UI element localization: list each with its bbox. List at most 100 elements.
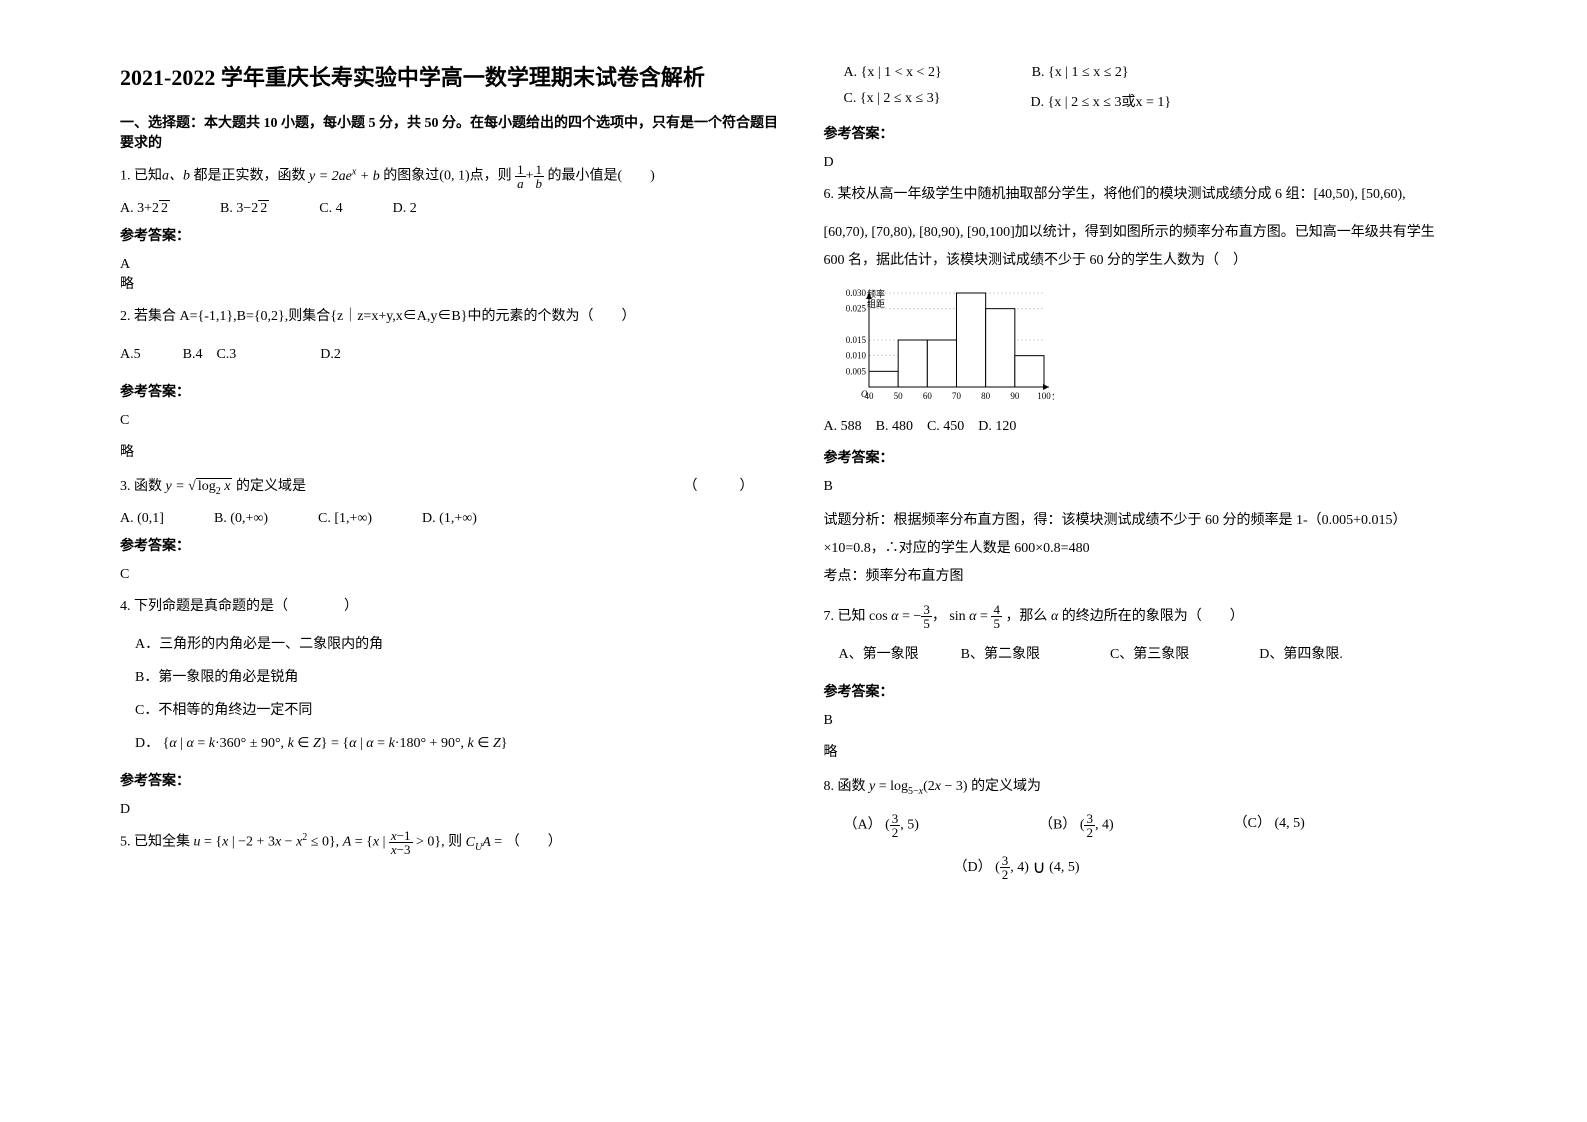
q5-optB: {x | 1 ≤ x ≤ 2} xyxy=(1048,65,1129,80)
q3-optB-label: B. xyxy=(214,511,227,526)
svg-text:40: 40 xyxy=(864,391,874,401)
q3-answer-label: 参考答案： xyxy=(120,535,784,555)
q8-optA-label: （A） xyxy=(844,818,882,833)
q1-optD-label: D. xyxy=(393,201,407,216)
question-6-line2: [60,70), [70,80), [80,90), [90,100]加以统计，… xyxy=(824,219,1488,247)
q8-options-row1: （A） (32, 5) （B） (32, 4) （C） (4, 5) xyxy=(844,812,1488,839)
q8-post: 的定义域为 xyxy=(971,779,1041,794)
question-1: 1. 已知a、b 都是正实数，函数 y = 2aex + b 的图象过(0, 1… xyxy=(120,162,784,191)
question-6-line1: 6. 某校从高一年级学生中随机抽取部分学生，将他们的模块测试成绩分成 6 组：[… xyxy=(824,181,1488,209)
q2-options: A.5 B.4 C.3 D.2 xyxy=(120,341,784,369)
q6-options: A. 588 B. 480 C. 450 D. 120 xyxy=(824,415,1488,435)
question-5: 5. 已知全集 u = {x | −2 + 3x − x2 ≤ 0}, A = … xyxy=(120,828,784,857)
q1-pre: 1. 已知 xyxy=(120,169,162,184)
q6-answer: B xyxy=(824,479,1488,495)
q3-pre: 3. 函数 xyxy=(120,479,162,494)
q1-answer: A xyxy=(120,257,784,273)
svg-text:0.025: 0.025 xyxy=(845,304,866,314)
q1-optC-label: C. xyxy=(319,201,332,216)
svg-text:0.005: 0.005 xyxy=(845,366,866,376)
q3-paren: （ ） xyxy=(684,473,754,501)
q3-optD-label: D. xyxy=(422,511,436,526)
q5-optA: {x | 1 < x < 2} xyxy=(861,65,942,80)
q3-answer: C xyxy=(120,567,784,583)
svg-text:0.015: 0.015 xyxy=(845,335,866,345)
q8-options-row2: （D） (32, 4) ∪ (4, 5) xyxy=(954,849,1488,885)
q3-optC: [1,+∞) xyxy=(334,511,372,526)
histogram-svg: 频率组距0.0300.0250.0150.0100.005O4050607080… xyxy=(824,285,1054,405)
q1-optA-label: A. xyxy=(120,201,134,216)
q5-answer-label: 参考答案： xyxy=(824,123,1488,143)
q3-optA: (0,1] xyxy=(137,511,164,526)
q2-answer: C xyxy=(120,413,784,429)
q2-note: 略 xyxy=(120,441,784,461)
q1-optD: 2 xyxy=(410,201,417,216)
right-column: A. {x | 1 < x < 2} B. {x | 1 ≤ x ≤ 2} C.… xyxy=(804,60,1508,1082)
q1-answer-label: 参考答案： xyxy=(120,225,784,245)
q3-options: A. (0,1] B. (0,+∞) C. [1,+∞) D. (1,+∞) xyxy=(120,511,784,527)
question-2: 2. 若集合 A={-1,1},B={0,2},则集合{z｜z=x+y,x∈A,… xyxy=(120,303,784,331)
svg-text:0.010: 0.010 xyxy=(845,351,866,361)
svg-text:组距: 组距 xyxy=(867,298,885,309)
q3-optC-label: C. xyxy=(318,511,331,526)
q8-optD-label: （D） xyxy=(954,860,992,875)
q5-options-row1: A. {x | 1 < x < 2} B. {x | 1 ≤ x ≤ 2} xyxy=(844,65,1488,81)
q8-optB-label: （B） xyxy=(1039,818,1076,833)
svg-text:50: 50 xyxy=(893,391,903,401)
svg-text:分数: 分数 xyxy=(1052,390,1054,401)
svg-text:60: 60 xyxy=(922,391,932,401)
question-4: 4. 下列命题是真命题的是（ ） xyxy=(120,593,784,621)
q2-answer-label: 参考答案： xyxy=(120,381,784,401)
q6-analysis2: ×10=0.8，∴对应的学生人数是 600×0.8=480 xyxy=(824,535,1488,563)
q3-optB: (0,+∞) xyxy=(230,511,268,526)
q4-optD-label: D． xyxy=(135,736,159,751)
q5-optB-label: B. xyxy=(1032,65,1045,80)
left-column: 2021-2022 学年重庆长寿实验中学高一数学理期末试卷含解析 一、选择题：本… xyxy=(100,60,804,1082)
q5-pre: 5. 已知全集 xyxy=(120,835,190,850)
q7-note: 略 xyxy=(824,741,1488,761)
page-title: 2021-2022 学年重庆长寿实验中学高一数学理期末试卷含解析 xyxy=(120,60,784,92)
q4-answer-label: 参考答案： xyxy=(120,770,784,790)
q5-mid: 则 xyxy=(448,835,462,850)
question-7: 7. 已知 cos α = −35， sin α = 45 ，那么 α 的终边所… xyxy=(824,603,1488,631)
q6-analysis3: 考点：频率分布直方图 xyxy=(824,563,1488,591)
q8-pre: 8. 函数 xyxy=(824,779,866,794)
svg-text:0.030: 0.030 xyxy=(845,288,866,298)
q1-optB-label: B. xyxy=(220,201,233,216)
question-3: 3. 函数 y = √log2 x 的定义域是 （ ） xyxy=(120,473,784,502)
q5-optC-label: C. xyxy=(844,91,857,106)
q5-optD: {x | 2 ≤ x ≤ 3或x = 1} xyxy=(1048,95,1172,110)
q5-answer: D xyxy=(824,155,1488,171)
q1-optC: 4 xyxy=(336,201,343,216)
q1-post: 的图象过(0, 1)点，则 xyxy=(383,169,511,184)
q1-options: A. 3+22 B. 3−22 C. 4 D. 2 xyxy=(120,201,784,217)
frequency-histogram: 频率组距0.0300.0250.0150.0100.005O4050607080… xyxy=(824,285,1488,405)
svg-text:70: 70 xyxy=(952,391,962,401)
q4-optC: C．不相等的角终边一定不同 xyxy=(135,697,784,725)
q5-end: （ ） xyxy=(506,835,562,850)
q7-end: 的终边所在的象限为（ ） xyxy=(1062,609,1244,624)
q1-mid: 都是正实数，函数 xyxy=(194,169,306,184)
q1-note: 略 xyxy=(120,273,784,293)
q5-options-row2: C. {x | 2 ≤ x ≤ 3} D. {x | 2 ≤ x ≤ 3或x =… xyxy=(844,91,1488,111)
q3-optD: (1,+∞) xyxy=(439,511,477,526)
q8-optC-label: （C） xyxy=(1234,816,1271,831)
question-6-line3: 600 名，据此估计，该模块测试成绩不少于 60 分的学生人数为（ ） xyxy=(824,247,1488,275)
q5-optD-label: D. xyxy=(1030,95,1044,110)
q7-mid: ，那么 xyxy=(1005,609,1047,624)
q1-end: 的最小值是( ) xyxy=(548,169,655,184)
q5-optA-label: A. xyxy=(844,65,858,80)
q3-optA-label: A. xyxy=(120,511,134,526)
q4-optD: D． {α | α = k·360° ± 90°, k ∈ Z} = {α | … xyxy=(135,730,784,758)
q3-post: 的定义域是 xyxy=(236,479,306,494)
q4-optB: B．第一象限的角必是锐角 xyxy=(135,664,784,692)
section1-header: 一、选择题：本大题共 10 小题，每小题 5 分，共 50 分。在每小题给出的四… xyxy=(120,112,784,152)
q6-answer-label: 参考答案： xyxy=(824,447,1488,467)
q7-pre: 7. 已知 xyxy=(824,609,866,624)
q8-optC: (4, 5) xyxy=(1275,816,1305,831)
svg-text:100: 100 xyxy=(1037,391,1051,401)
q4-optA: A．三角形的内角必是一、二象限内的角 xyxy=(135,631,784,659)
q7-answer-label: 参考答案： xyxy=(824,681,1488,701)
svg-text:80: 80 xyxy=(981,391,991,401)
q6-analysis1: 试题分析：根据频率分布直方图，得：该模块测试成绩不少于 60 分的频率是 1-（… xyxy=(824,507,1488,535)
